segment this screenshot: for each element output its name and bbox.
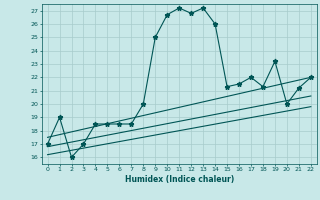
X-axis label: Humidex (Indice chaleur): Humidex (Indice chaleur) [124, 175, 234, 184]
